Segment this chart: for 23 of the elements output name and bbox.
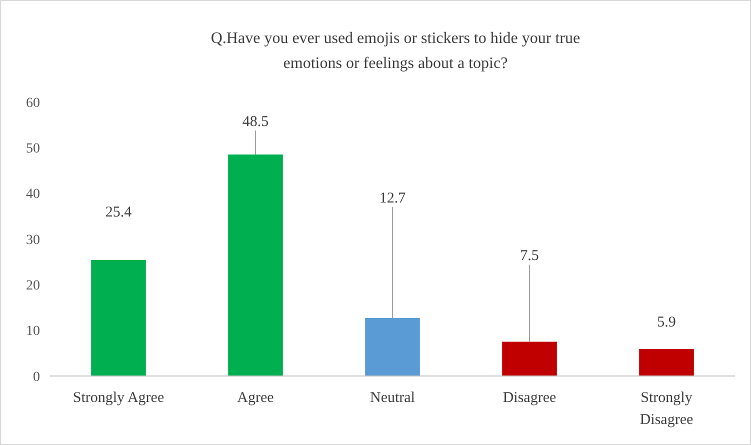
x-tick-label: Neutral (370, 390, 415, 406)
data-label: 48.5 (242, 114, 269, 130)
bar (91, 260, 146, 376)
y-tick-label: 50 (26, 142, 40, 157)
x-tick-label: Strongly Agree (72, 390, 164, 406)
bar (228, 154, 283, 376)
y-tick-label: 40 (26, 187, 40, 202)
y-tick-label: 10 (26, 324, 40, 340)
x-tick-label: Disagree (502, 390, 556, 406)
chart-title: Q.Have you ever used emojis or stickers to hide your true emotions or feelings about a topic? (210, 30, 580, 72)
y-tick-label: 0 (33, 370, 40, 385)
x-tick-label: Agree (237, 390, 274, 406)
bar (365, 318, 420, 376)
annotation: 12.7 (379, 190, 406, 206)
y-tick-label: 60 (26, 96, 40, 111)
data-label: 5.9 (657, 314, 676, 330)
data-label: 25.4 (105, 204, 132, 220)
bar (639, 349, 694, 376)
x-tick-label: Strongly Disagree (640, 390, 694, 428)
annotation: 7.5 (520, 248, 539, 264)
bar (502, 342, 557, 376)
y-tick-label: 30 (26, 232, 40, 248)
y-tick-label: 20 (26, 278, 40, 294)
